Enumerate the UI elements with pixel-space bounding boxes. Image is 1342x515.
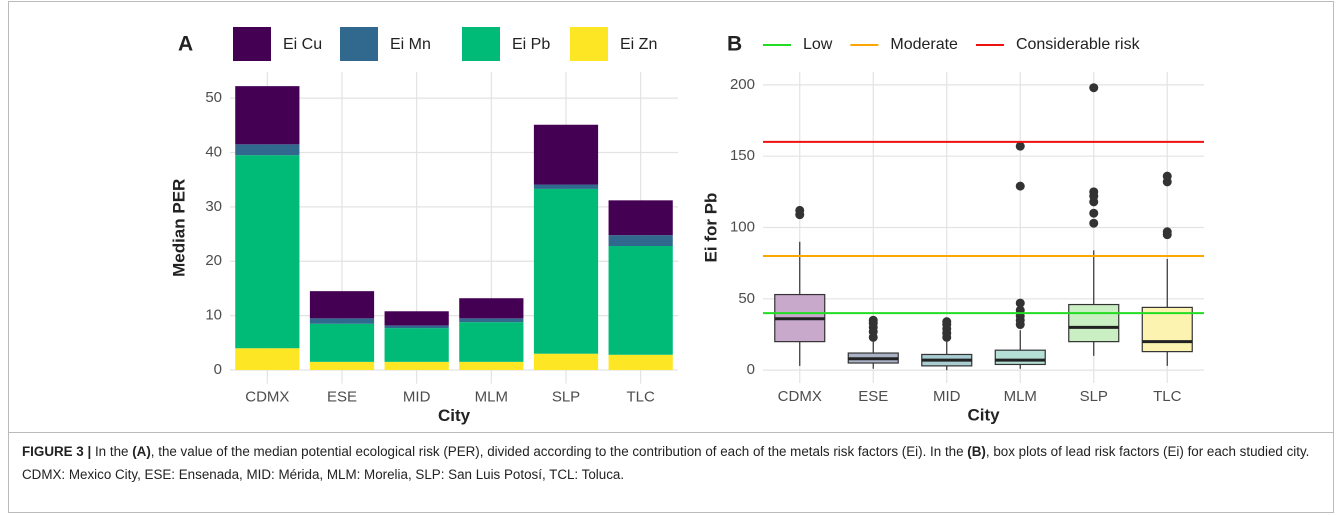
legend-label: Considerable risk	[1016, 36, 1141, 53]
legend-swatch	[462, 27, 500, 61]
y-axis-title: Ei for Pb	[701, 193, 720, 263]
caption-text: In the	[91, 444, 133, 459]
x-tick-label: SLP	[552, 389, 580, 406]
outlier	[1089, 187, 1099, 197]
y-tick-label: 50	[738, 290, 755, 307]
y-tick-label: 0	[214, 361, 222, 378]
bar-segment	[235, 144, 300, 156]
y-tick-label: 150	[730, 147, 755, 164]
legend-swatch	[340, 27, 378, 61]
legend-label: Moderate	[890, 36, 958, 53]
outlier	[795, 205, 805, 215]
x-tick-label: MID	[403, 389, 431, 406]
x-axis-title: City	[967, 405, 1000, 424]
box	[1141, 306, 1193, 353]
y-tick-label: 0	[747, 361, 755, 378]
outlier	[1089, 83, 1099, 93]
bar-segment	[608, 246, 673, 355]
bar-segment	[533, 353, 599, 371]
bar-segment	[608, 235, 673, 247]
x-axis-title: City	[438, 406, 471, 425]
box	[994, 349, 1046, 366]
bar-segment	[309, 323, 375, 362]
bar-segment	[533, 124, 599, 185]
x-tick-label: TLC	[626, 389, 655, 406]
bar-segment	[309, 291, 375, 319]
outlier	[1015, 298, 1025, 308]
bar-segment	[384, 328, 449, 362]
bar-segment	[235, 86, 300, 145]
y-tick-label: 10	[205, 307, 222, 324]
x-tick-label: MLM	[1004, 388, 1037, 405]
x-tick-label: MID	[933, 388, 961, 405]
bar-segment	[384, 311, 449, 326]
bar-segment	[459, 318, 524, 323]
legend-label: Ei Cu	[283, 36, 322, 53]
y-tick-label: 200	[730, 76, 755, 93]
outlier	[868, 315, 878, 325]
bar-segment	[459, 361, 524, 371]
bar-segment	[384, 325, 449, 329]
bar-segment	[533, 184, 599, 189]
panel-label: A	[178, 33, 193, 56]
x-tick-label: CDMX	[245, 389, 289, 406]
bar-segment	[309, 318, 375, 324]
bar-segment	[459, 322, 524, 362]
outlier	[1162, 171, 1172, 181]
y-tick-label: 100	[730, 218, 755, 235]
outlier	[1089, 218, 1099, 228]
panel-label: B	[727, 33, 742, 56]
bar-segment	[459, 298, 524, 319]
legend-label: Ei Pb	[512, 36, 550, 53]
bar-segment	[384, 361, 449, 371]
x-tick-label: SLP	[1080, 388, 1108, 405]
outlier	[942, 317, 952, 327]
legend-label: Low	[803, 36, 833, 53]
x-tick-label: MLM	[475, 389, 508, 406]
y-tick-label: 50	[205, 89, 222, 106]
outlier	[1015, 141, 1025, 151]
x-tick-label: ESE	[858, 388, 888, 405]
frame	[8, 1, 1334, 513]
outlier	[1089, 208, 1099, 218]
bar-segment	[235, 155, 300, 349]
caption-text: (B)	[967, 444, 986, 459]
x-tick-label: CDMX	[778, 388, 822, 405]
caption: FIGURE 3 | In the (A), the value of the …	[22, 440, 1322, 486]
x-tick-label: TLC	[1153, 388, 1182, 405]
bar-segment	[309, 361, 375, 371]
legend-swatch	[570, 27, 608, 61]
bar-segment	[533, 188, 599, 354]
x-tick-label: ESE	[327, 389, 357, 406]
legend-label: Ei Mn	[390, 36, 431, 53]
caption-text: , box plots of lead risk factors (Ei) fo…	[22, 444, 1314, 482]
caption-text: (A)	[132, 444, 151, 459]
legend-swatch	[233, 27, 271, 61]
bar-segment	[235, 348, 300, 371]
caption-text: , the value of the median potential ecol…	[150, 444, 968, 459]
bar-segment	[608, 354, 673, 371]
caption-text: FIGURE 3 |	[22, 444, 92, 459]
bar-segment	[608, 200, 673, 236]
outlier	[1015, 181, 1025, 191]
outlier	[1162, 227, 1172, 237]
y-tick-label: 30	[205, 198, 222, 215]
y-axis-title: Median PER	[169, 179, 188, 277]
box	[1068, 303, 1120, 343]
y-tick-label: 40	[205, 143, 222, 160]
y-tick-label: 20	[205, 252, 222, 269]
legend-label: Ei Zn	[620, 36, 657, 53]
